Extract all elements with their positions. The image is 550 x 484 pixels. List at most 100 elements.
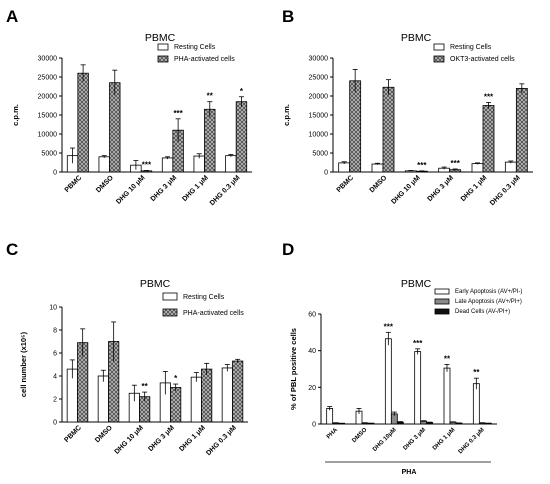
legend-swatch xyxy=(433,55,445,63)
x-tick-label: DHG 3 μM xyxy=(426,174,455,203)
y-tick-label: 20 xyxy=(308,385,316,392)
y-tick-label: 30000 xyxy=(38,56,58,63)
bar xyxy=(109,82,121,173)
chart-title: PBMC xyxy=(140,278,171,290)
x-tick-label: PHA xyxy=(326,427,340,441)
y-tick-label: 20000 xyxy=(38,94,58,101)
legend-swatch xyxy=(434,288,450,295)
y-axis-label: c.p.m. xyxy=(282,104,291,126)
x-tick-label: DHG 10 μM xyxy=(390,174,421,205)
x-tick-label: DHG 10 μM xyxy=(114,424,145,455)
x-tick-label: DHG 3 μM xyxy=(150,174,179,203)
x-tick-label: DHG 3 μM xyxy=(403,427,428,452)
legend-label: Resting Cells xyxy=(174,44,216,51)
bar xyxy=(482,105,495,173)
y-tick-label: 5000 xyxy=(312,151,328,158)
y-axis-label: % of PBL positive cells xyxy=(289,328,298,410)
y-tick-label: 0 xyxy=(324,170,328,177)
bar xyxy=(515,88,528,173)
bar xyxy=(225,155,237,173)
y-tick-label: 30000 xyxy=(309,56,329,63)
y-tick-label: 10000 xyxy=(309,132,329,139)
x-tick-label: PBMC xyxy=(336,174,356,194)
x-tick-label: DHG 0.3 μM xyxy=(209,174,242,207)
panel-letter: B xyxy=(282,7,294,26)
bar xyxy=(170,387,182,423)
x-tick-label: DMSO xyxy=(94,424,114,444)
x-tick-label: DHG 1 μM xyxy=(178,424,207,453)
x-tick-label: DHG 10μM xyxy=(372,427,398,453)
legend-swatch xyxy=(157,43,169,51)
bar xyxy=(204,108,216,173)
y-tick-label: 0 xyxy=(312,422,316,429)
x-tick-label: PBMC xyxy=(64,174,84,194)
x-tick-label: DMSO xyxy=(95,174,115,194)
significance-marker: ** xyxy=(207,92,214,101)
x-tick-label: DHG 0.3 μM xyxy=(205,424,238,457)
bar xyxy=(77,72,89,173)
bar xyxy=(221,367,233,423)
bar xyxy=(471,163,484,173)
legend-label: OKT3-activated cells xyxy=(450,56,515,63)
panel-B: B PBMC 0 5000 10000 15000 20000 25000 30000 c.p.m… xyxy=(282,7,533,207)
legend-label: PHA-activated cells xyxy=(174,56,235,63)
bar xyxy=(382,86,395,173)
x-tick-label: DHG 0.3 μM xyxy=(489,174,522,207)
y-tick-label: 15000 xyxy=(309,113,329,120)
y-tick-label: 4 xyxy=(53,374,57,381)
y-tick-label: 0 xyxy=(53,420,57,427)
legend-swatch xyxy=(162,308,178,317)
x-tick-label: DMSO xyxy=(369,174,389,194)
bar xyxy=(201,368,213,423)
x-tick-label: DHG 1 μM xyxy=(181,174,210,203)
x-tick-label: DHG 1 μM xyxy=(432,427,457,452)
significance-marker: *** xyxy=(417,161,427,170)
y-tick-label: 20000 xyxy=(309,94,329,101)
y-tick-label: 5000 xyxy=(41,151,57,158)
group-label: PHA xyxy=(402,469,417,476)
y-tick-label: 8 xyxy=(53,328,57,335)
chart-title: PBMC xyxy=(401,278,432,290)
y-tick-label: 6 xyxy=(53,351,57,358)
y-tick-label: 25000 xyxy=(38,75,58,82)
significance-marker: ** xyxy=(444,354,451,363)
panel-letter: D xyxy=(282,240,294,259)
chart-title: PBMC xyxy=(145,32,176,44)
panel-letter: A xyxy=(6,7,18,26)
significance-marker: * xyxy=(240,87,244,96)
panel-A: A PBMC 0 5000 10000 15000 20000 25000 30000 c.p.m… xyxy=(6,7,252,207)
bar xyxy=(371,163,384,173)
legend-label: Early Apoptosis (AV+/PI-) xyxy=(455,289,522,295)
legend-swatch xyxy=(433,43,445,51)
significance-marker: *** xyxy=(173,109,183,118)
bar xyxy=(97,375,109,423)
y-tick-label: 10000 xyxy=(38,132,58,139)
y-tick-label: 25000 xyxy=(309,75,329,82)
significance-marker: ** xyxy=(142,382,149,391)
legend-label: Resting Cells xyxy=(450,44,492,51)
legend-swatch xyxy=(434,308,450,315)
panel-D: D PBMC 0 20 40 60 % of PBL positive cells PHA DM… xyxy=(282,240,522,476)
bar xyxy=(384,338,392,425)
x-tick-label: DHG 3 μM xyxy=(147,424,176,453)
bar xyxy=(232,360,244,423)
bar xyxy=(472,383,480,425)
bar xyxy=(161,157,174,173)
legend-swatch xyxy=(157,55,169,63)
bar xyxy=(193,155,205,173)
significance-marker: *** xyxy=(384,322,394,331)
significance-marker: * xyxy=(174,374,178,383)
legend-label: PHA-activated cells xyxy=(183,310,244,317)
panel-letter: C xyxy=(6,240,18,259)
legend-label: Late Apoptosis (AV+/PI+) xyxy=(455,299,522,305)
x-tick-label: DHG 10 μM xyxy=(115,174,146,205)
legend-swatch xyxy=(434,298,450,305)
x-tick-label: DHG 1 μM xyxy=(460,174,489,203)
y-axis-label: cell number (x10⁵) xyxy=(19,331,28,397)
x-tick-label: DHG 0.3 μM xyxy=(458,427,486,455)
y-tick-label: 2 xyxy=(53,397,57,404)
legend-label: Resting Cells xyxy=(183,294,225,301)
x-tick-label: PBMC xyxy=(63,424,83,444)
